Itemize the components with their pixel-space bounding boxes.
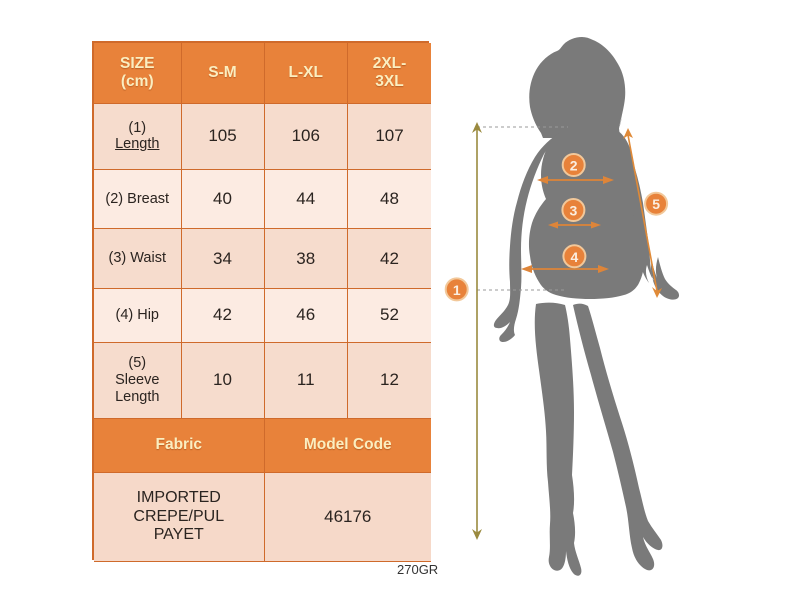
svg-text:1: 1	[453, 282, 461, 298]
svg-text:3: 3	[570, 203, 578, 219]
svg-text:4: 4	[571, 249, 579, 265]
svg-text:2: 2	[570, 158, 578, 174]
svg-text:5: 5	[652, 196, 660, 212]
